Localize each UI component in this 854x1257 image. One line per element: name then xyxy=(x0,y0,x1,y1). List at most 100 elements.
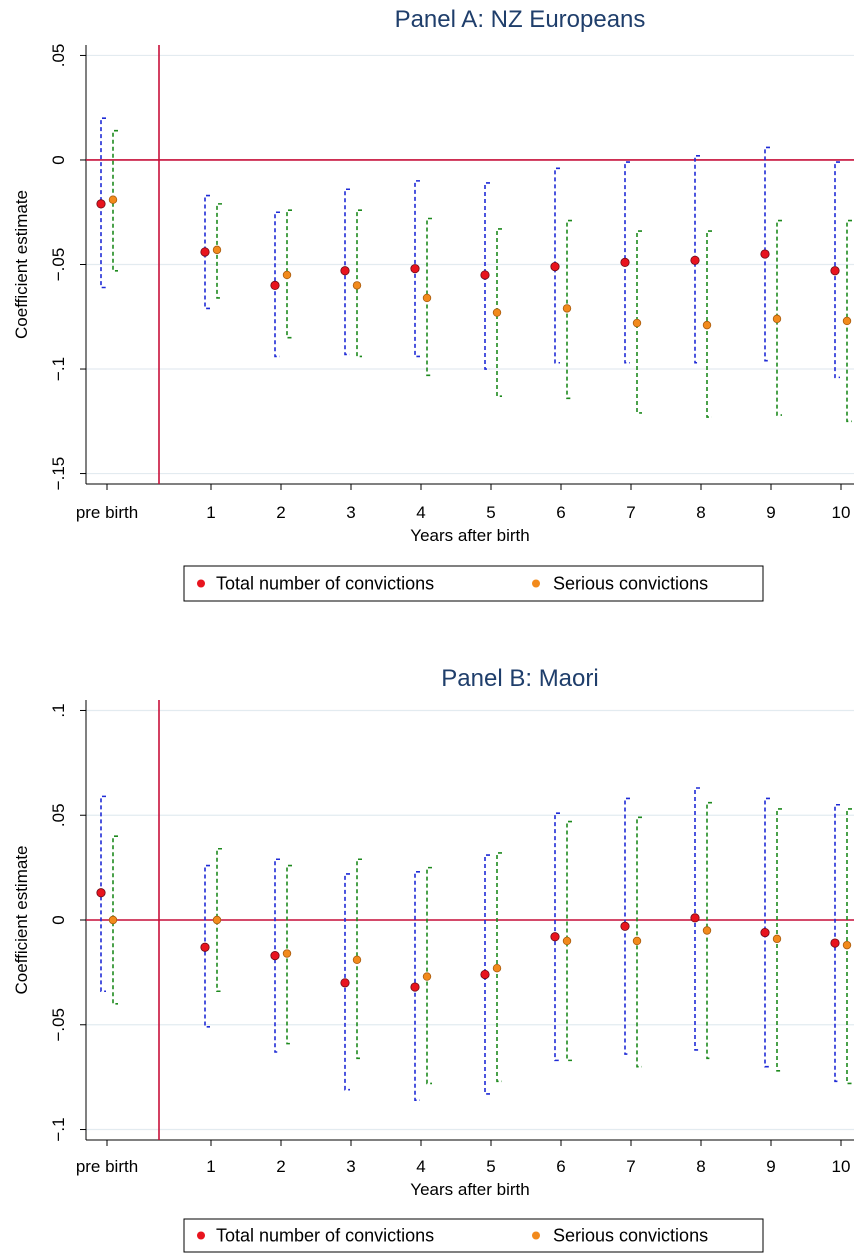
data-point xyxy=(422,972,432,981)
legend-box xyxy=(183,1218,764,1253)
legend-label: Total number of convictions xyxy=(216,1226,434,1246)
y-tick-label: 0 xyxy=(49,155,68,164)
data-point xyxy=(282,949,292,958)
data-point xyxy=(562,936,572,946)
data-point xyxy=(108,915,118,925)
data-point xyxy=(200,247,210,257)
legend-label: Serious convictions xyxy=(553,1226,708,1246)
x-tick-label: 1 xyxy=(206,503,215,522)
y-axis-title: Coefficient estimate xyxy=(12,846,31,995)
x-tick-label: 2 xyxy=(276,1157,285,1176)
ci-bar xyxy=(776,219,782,416)
data-point xyxy=(830,266,840,276)
x-tick-label: 3 xyxy=(346,503,355,522)
data-point xyxy=(340,978,350,988)
x-tick-label: 9 xyxy=(766,503,775,522)
data-point xyxy=(270,280,280,291)
x-tick-label: pre birth xyxy=(76,1157,138,1176)
data-point xyxy=(842,316,852,326)
data-point xyxy=(422,293,432,303)
data-point xyxy=(410,264,420,274)
data-point xyxy=(562,304,572,313)
x-tick-label: 6 xyxy=(556,503,565,522)
data-point xyxy=(550,261,560,272)
data-point xyxy=(410,982,420,992)
legend-box xyxy=(183,565,764,602)
data-point xyxy=(550,932,560,942)
ci-bar xyxy=(204,194,210,310)
ci-bar xyxy=(636,230,642,414)
legend-marker xyxy=(532,579,540,588)
ci-bar xyxy=(216,847,222,993)
ci-bar xyxy=(484,854,490,1095)
data-point xyxy=(212,245,222,255)
x-tick-label: 8 xyxy=(696,503,705,522)
chart-title: Panel B: Maori xyxy=(441,665,598,692)
data-point xyxy=(772,934,782,944)
y-tick-label: −.05 xyxy=(49,1008,68,1042)
data-point xyxy=(480,969,490,980)
ci-bar xyxy=(706,801,712,1060)
ci-bar xyxy=(112,835,118,1005)
data-point xyxy=(632,936,642,946)
x-tick-label: 1 xyxy=(206,1157,215,1176)
x-tick-label: 5 xyxy=(486,1157,495,1176)
x-axis-title: Years after birth xyxy=(410,526,529,545)
y-tick-label: .05 xyxy=(49,803,68,827)
legend-label: Total number of convictions xyxy=(216,574,434,594)
y-tick-label: −.05 xyxy=(49,248,68,282)
ci-bar xyxy=(112,129,118,272)
data-point xyxy=(760,927,770,938)
data-point xyxy=(842,940,852,950)
ci-bar xyxy=(764,797,770,1068)
x-tick-label: 2 xyxy=(276,503,285,522)
y-tick-label: −.15 xyxy=(49,457,68,491)
x-tick-label: 4 xyxy=(416,1157,425,1176)
data-point xyxy=(760,249,770,259)
data-point xyxy=(690,913,700,923)
data-point xyxy=(282,270,292,280)
x-tick-label: 5 xyxy=(486,503,495,522)
data-point xyxy=(772,314,782,324)
legend-marker xyxy=(532,1231,540,1240)
ci-bar xyxy=(100,117,106,289)
ci-bar xyxy=(426,217,432,377)
ci-bar xyxy=(566,820,572,1062)
data-point xyxy=(212,915,222,925)
legend-marker xyxy=(197,579,205,588)
ci-bar xyxy=(496,228,502,397)
x-tick-label: 7 xyxy=(626,1157,635,1176)
x-tick-label: 10 xyxy=(832,503,851,522)
y-tick-label: .1 xyxy=(49,703,68,717)
ci-bar xyxy=(100,795,106,993)
x-tick-label: 7 xyxy=(626,503,635,522)
data-point xyxy=(108,195,118,204)
data-point xyxy=(96,888,106,898)
ci-bar xyxy=(554,167,560,364)
data-point xyxy=(690,255,700,265)
x-tick-label: 9 xyxy=(766,1157,775,1176)
data-point xyxy=(352,281,362,290)
data-point xyxy=(702,320,712,330)
x-tick-label: 10 xyxy=(832,1157,851,1176)
data-point xyxy=(492,308,502,317)
x-tick-label: 8 xyxy=(696,1157,705,1176)
data-point xyxy=(352,955,362,965)
x-tick-label: 3 xyxy=(346,1157,355,1176)
legend: Total number of convictions Serious convi… xyxy=(183,1218,764,1253)
data-point xyxy=(480,270,490,280)
data-point xyxy=(200,942,210,952)
y-tick-label: −.1 xyxy=(49,1117,68,1141)
data-point xyxy=(270,951,280,961)
y-axis-title: Coefficient estimate xyxy=(12,190,31,339)
data-point xyxy=(492,963,502,973)
legend-label: Serious convictions xyxy=(553,574,708,594)
legend-marker xyxy=(197,1231,205,1240)
x-tick-label: 4 xyxy=(416,503,425,522)
data-point xyxy=(340,266,350,276)
y-tick-label: 0 xyxy=(49,915,68,924)
ci-bar xyxy=(286,209,292,339)
data-point xyxy=(702,926,712,935)
panel-b: Panel B: Maori .1 .05 0 −.05 −.1 Coefficient e… xyxy=(12,665,854,1253)
